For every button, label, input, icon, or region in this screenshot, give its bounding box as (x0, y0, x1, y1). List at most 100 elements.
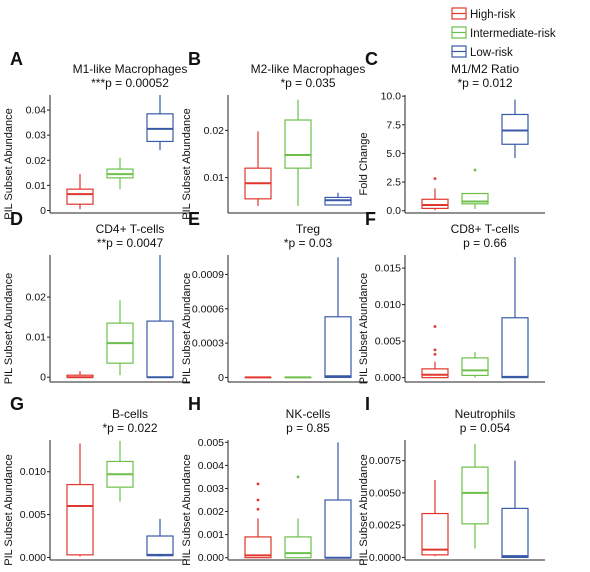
y-tick-label: 0.010 (20, 466, 46, 478)
box-intermediate-risk (107, 158, 133, 189)
box-low-risk (502, 100, 528, 158)
y-axis-label: PIL Subset Abundance (3, 108, 15, 220)
y-tick-label: 0.015 (375, 263, 401, 275)
y-axis-label: PIL Subset Abundance (181, 273, 193, 385)
box-low-risk (325, 442, 351, 557)
y-tick-label: 0.0003 (192, 338, 224, 350)
panel-letter: G (10, 394, 24, 414)
outlier-point (257, 508, 260, 511)
y-tick-label: 0.004 (198, 460, 224, 472)
y-tick-label: 0.0025 (369, 520, 401, 532)
box-low-risk (147, 519, 173, 557)
y-axis-label: PIL Subset Abundance (3, 273, 15, 385)
box-iqr (325, 500, 351, 558)
y-tick-label: 0.000 (198, 552, 224, 564)
y-tick-label: 0.02 (26, 155, 47, 167)
y-tick-label: 0.002 (198, 506, 224, 518)
panel-letter: H (188, 394, 201, 414)
box-iqr (285, 537, 311, 558)
legend-label: Low-risk (470, 47, 513, 59)
panel-letter: B (188, 49, 201, 69)
legend-label: Intermediate-risk (470, 28, 556, 40)
box-iqr (422, 199, 448, 208)
box-iqr (422, 514, 448, 555)
y-axis-label: PIL Subset Abundance (358, 273, 370, 385)
y-tick-label: 0.005 (20, 509, 46, 521)
y-tick-label: 0.03 (26, 130, 47, 142)
box-intermediate-risk (285, 476, 311, 558)
y-tick-label: 0.0000 (369, 552, 401, 564)
box-intermediate-risk (107, 441, 133, 502)
panel-pvalue: p = 0.85 (286, 421, 330, 435)
outlier-point (434, 325, 437, 328)
box-low-risk (147, 95, 173, 150)
panel-letter: D (10, 209, 23, 229)
box-high-risk (67, 371, 93, 377)
panel-title: M1/M2 Ratio (451, 62, 519, 76)
y-tick-label: 0 (40, 372, 46, 384)
panel-title: NK-cells (286, 407, 331, 421)
box-low-risk (147, 255, 173, 377)
y-tick-label: 10.0 (381, 91, 402, 103)
y-axis-label: PIL Subset Abundance (358, 454, 370, 566)
box-iqr (502, 114, 528, 144)
y-tick-label: 0.01 (26, 180, 47, 192)
panel-pvalue: *p = 0.022 (102, 421, 157, 435)
y-tick-label: 0.003 (198, 483, 224, 495)
outlier-point (257, 482, 260, 485)
panel-title: Treg (296, 222, 320, 236)
y-tick-label: 0.0006 (192, 303, 224, 315)
y-tick-label: 7.5 (386, 119, 401, 131)
box-low-risk (325, 257, 351, 377)
panel-title: CD8+ T-cells (451, 222, 520, 236)
panel-title: CD4+ T-cells (96, 222, 165, 236)
box-intermediate-risk (285, 100, 311, 206)
y-tick-label: 0.0050 (369, 487, 401, 499)
y-axis-label: Fold Change (358, 133, 370, 196)
box-iqr (502, 508, 528, 557)
box-intermediate-risk (107, 300, 133, 375)
y-tick-label: 0.005 (375, 336, 401, 348)
y-axis-label: PIL Subset Abundance (181, 454, 193, 566)
y-tick-label: 0.01 (26, 332, 47, 344)
outlier-point (434, 177, 437, 180)
box-iqr (462, 467, 488, 524)
panel-letter: F (365, 209, 376, 229)
panel-pvalue: ***p = 0.00052 (91, 76, 169, 90)
box-intermediate-risk (462, 352, 488, 378)
y-tick-label: 0.0009 (192, 269, 224, 281)
panel-title: Neutrophils (455, 407, 516, 421)
panel-title: M1-like Macrophages (73, 62, 188, 76)
panel-pvalue: *p = 0.012 (457, 76, 512, 90)
box-intermediate-risk (462, 169, 488, 209)
y-tick-label: 0.0 (386, 205, 401, 217)
box-intermediate-risk (462, 444, 488, 549)
box-iqr (67, 189, 93, 204)
y-tick-label: 0.02 (26, 292, 47, 304)
y-tick-label: 0.005 (198, 437, 224, 449)
legend-label: High-risk (470, 9, 516, 21)
box-low-risk (325, 193, 351, 206)
panel-pvalue: **p = 0.0047 (97, 236, 164, 250)
box-high-risk (245, 131, 271, 206)
y-axis-label: PIL Subset Abundance (3, 454, 15, 566)
outlier-point (434, 348, 437, 351)
outlier-point (434, 353, 437, 356)
box-high-risk (67, 174, 93, 209)
box-iqr (147, 536, 173, 556)
box-low-risk (502, 257, 528, 377)
box-iqr (147, 321, 173, 377)
box-iqr (502, 318, 528, 378)
y-tick-label: 0 (40, 205, 46, 217)
panel-d: D CD4+ T-cells**p = 0.0047 PIL Subset Abun… (3, 209, 190, 384)
box-high-risk (422, 325, 448, 377)
